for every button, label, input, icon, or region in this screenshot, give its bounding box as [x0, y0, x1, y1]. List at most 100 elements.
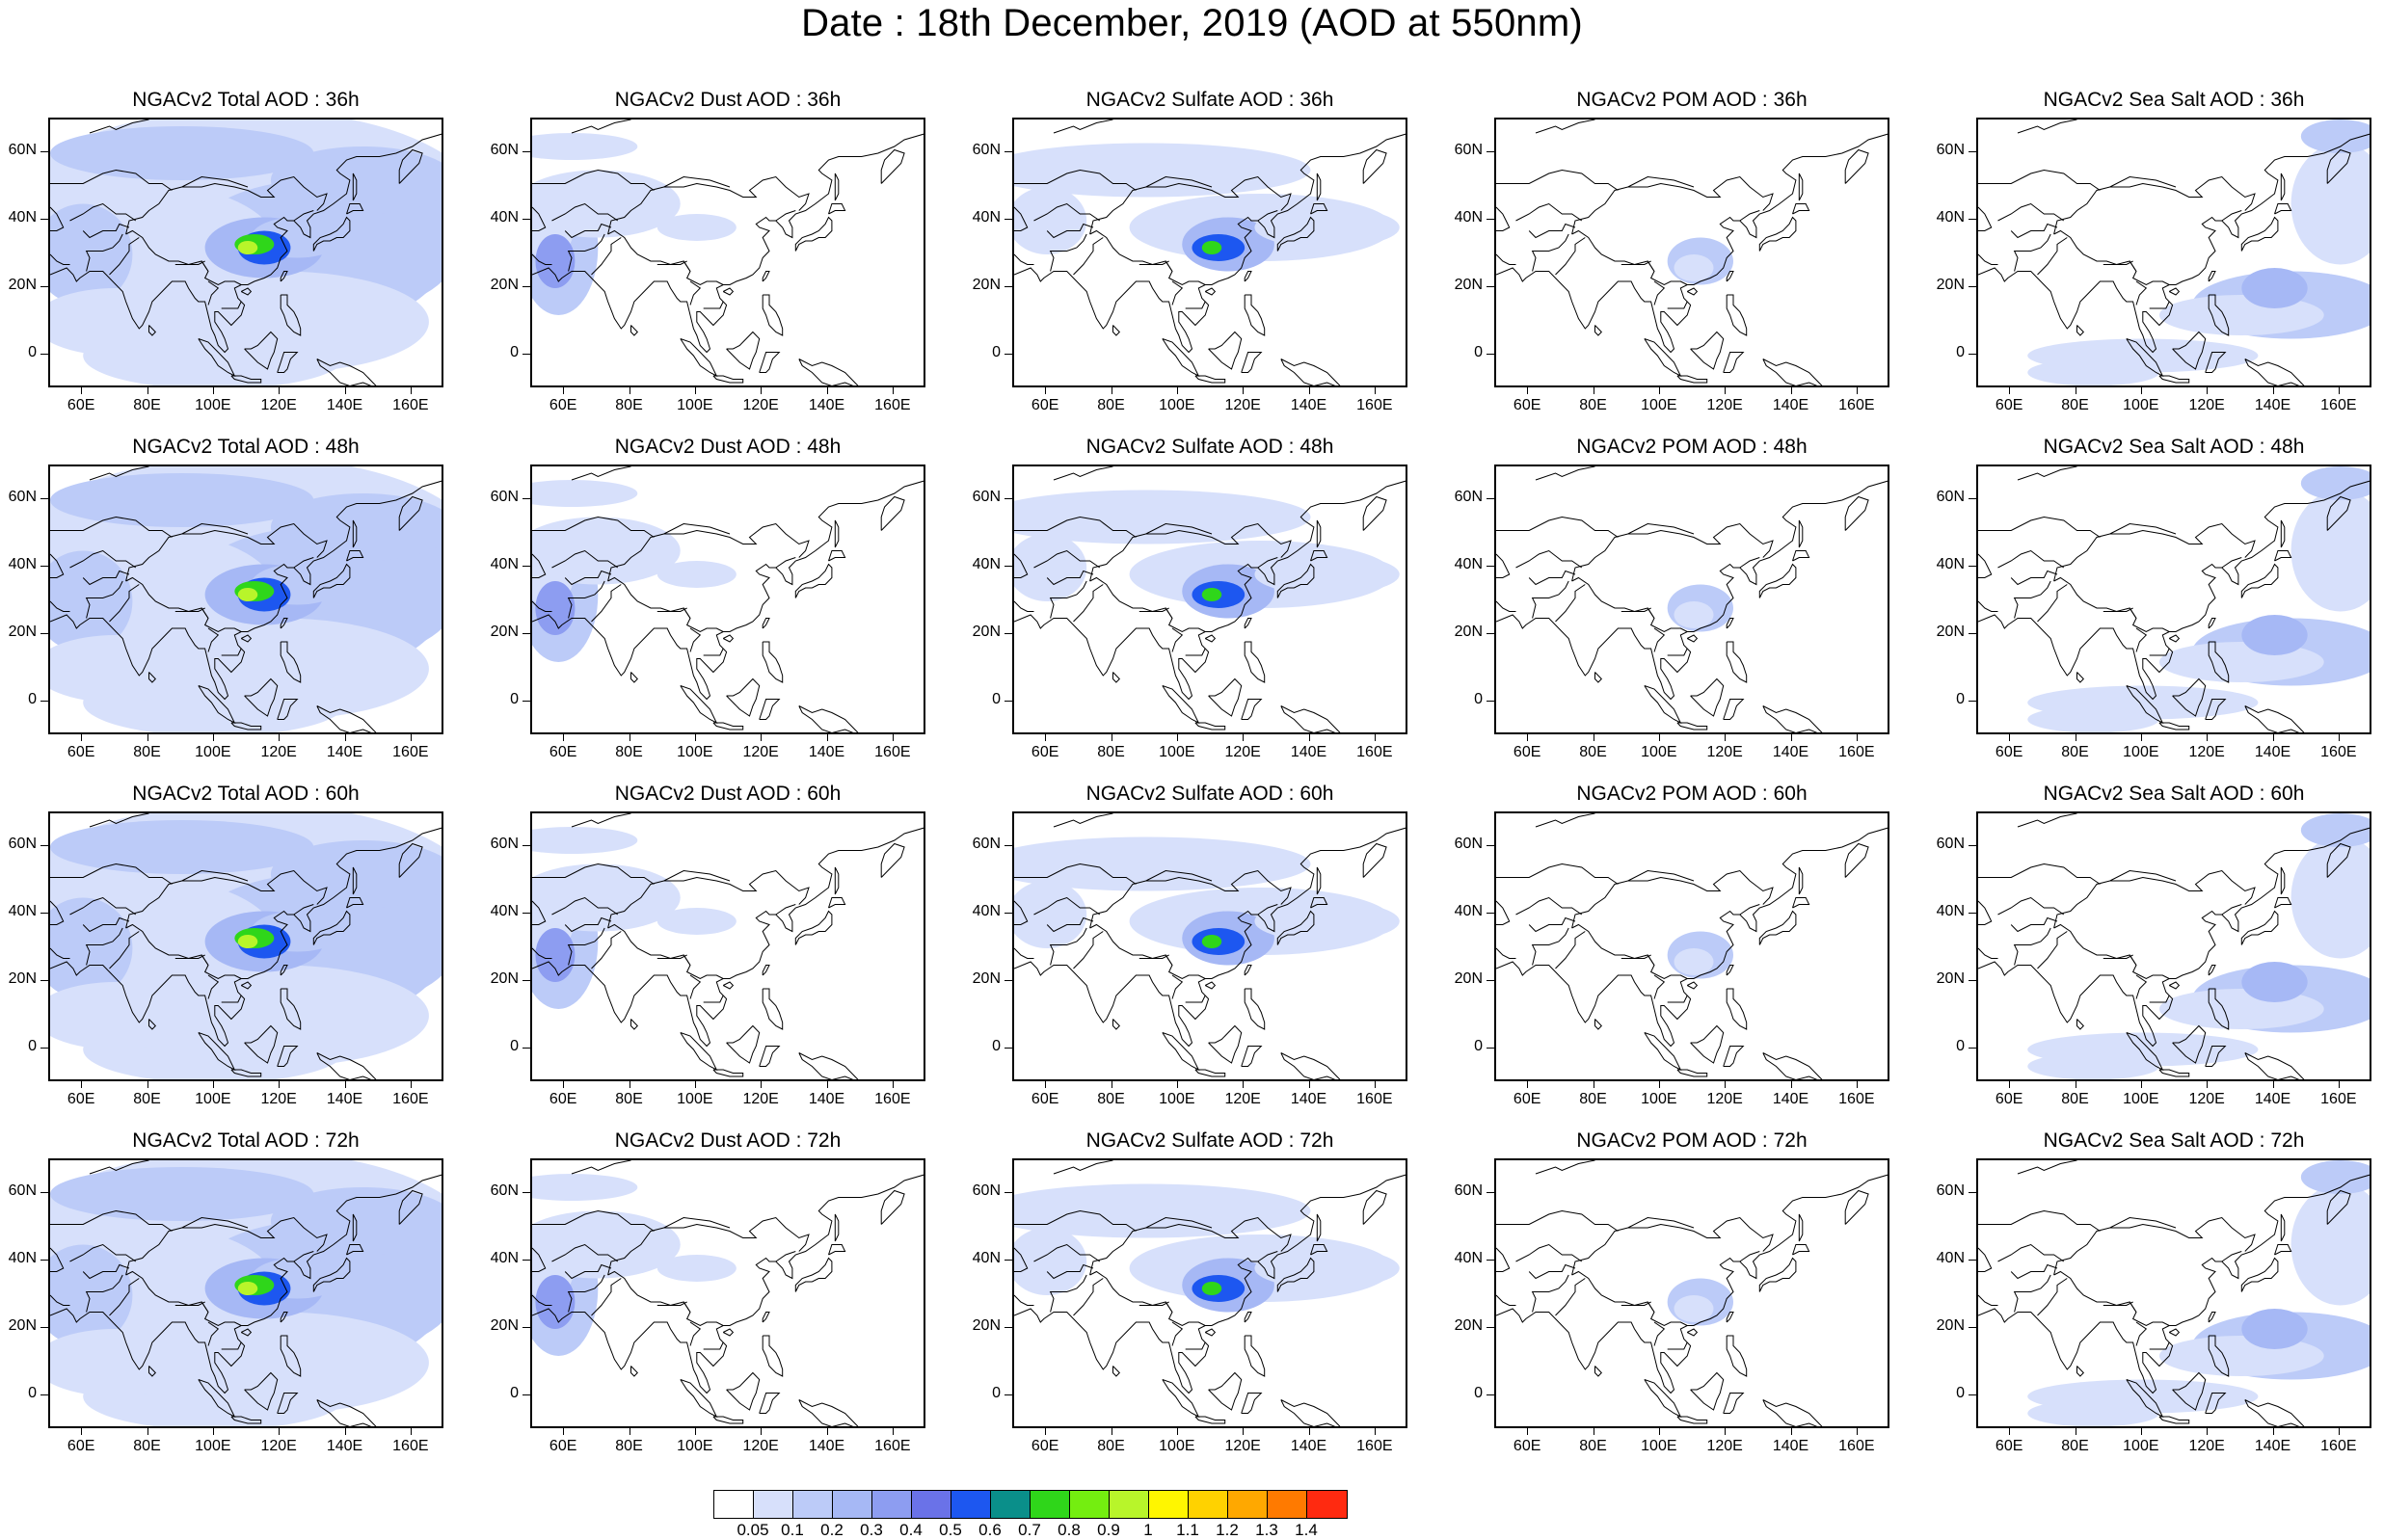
coastline	[398, 148, 423, 184]
aod-field-patch	[237, 1282, 258, 1295]
coastline	[2103, 607, 2133, 612]
lon-tick	[1725, 387, 1727, 394]
aod-field-patch	[535, 234, 576, 288]
lat-tick	[1004, 498, 1012, 499]
lat-tick	[1487, 845, 1494, 846]
coastline	[1033, 202, 1101, 222]
lon-tick-label: 60E	[1995, 1438, 2023, 1454]
map-frame	[530, 465, 925, 734]
lon-tick-label: 60E	[1995, 744, 2023, 760]
coastline	[794, 910, 833, 945]
map-panel-sulfate-60h: NGACv2 Sulfate AOD : 60h 60N 40N 20N 0 60E 80E…	[973, 783, 1407, 1120]
coastline	[109, 1278, 140, 1316]
coastline	[50, 1174, 442, 1394]
lat-tick	[522, 633, 530, 634]
coastline	[2221, 904, 2242, 916]
coastline	[2168, 287, 2181, 296]
coastline	[181, 522, 249, 535]
lat-tick	[1969, 1048, 1976, 1049]
coastline	[2037, 931, 2068, 969]
coastline	[2149, 301, 2170, 309]
coastline	[2326, 842, 2351, 878]
coastline	[82, 1263, 130, 1280]
lon-tick-label: 120E	[1224, 1438, 1261, 1454]
lat-tick	[1004, 219, 1012, 220]
coastline	[712, 1416, 744, 1424]
coastline	[82, 570, 130, 586]
coastline	[1165, 260, 1173, 272]
coastline	[50, 206, 65, 231]
colorbar-swatch	[1070, 1491, 1110, 1518]
aod-field-patch	[2300, 813, 2370, 847]
coastline	[591, 584, 622, 623]
coastline	[244, 1024, 279, 1064]
coastline	[1571, 869, 1774, 929]
lon-tick	[1374, 1081, 1376, 1088]
lat-tick	[1969, 701, 1976, 702]
aod-colorbar	[713, 1490, 1348, 1519]
panel-title: NGACv2 POM AOD : 60h	[1576, 783, 1808, 805]
map-panel-pom-36h: NGACv2 POM AOD : 36h 60N 40N 20N 0 60E 80E 100E…	[1455, 89, 1889, 426]
coastline	[1515, 896, 1583, 916]
aod-field-patch	[532, 863, 681, 932]
coastline	[607, 576, 724, 633]
coastline	[125, 923, 242, 980]
coastline	[125, 869, 328, 929]
coastline	[50, 947, 70, 959]
lon-tick	[892, 1428, 894, 1435]
coastline	[1726, 294, 1748, 336]
lon-tick	[629, 387, 630, 394]
coastline	[352, 173, 358, 201]
lon-tick-label: 100E	[677, 1438, 713, 1454]
coastline	[571, 119, 631, 134]
aod-map	[1978, 1160, 2370, 1426]
lat-tick	[1969, 633, 1976, 634]
lat-tick	[40, 1192, 48, 1193]
coastline	[663, 175, 731, 188]
coastline	[1726, 641, 1748, 683]
coastline	[2017, 119, 2077, 134]
coastline	[277, 352, 299, 373]
coastline	[50, 827, 442, 1048]
lat-tick	[1487, 1327, 1494, 1328]
coastline	[1014, 253, 1034, 265]
lat-tick-label: 40N	[8, 209, 37, 226]
lon-tick-label: 80E	[1097, 1438, 1125, 1454]
colorbar-label: 1.2	[1216, 1521, 1239, 1539]
lon-tick-label: 100E	[1641, 1091, 1677, 1107]
aod-field-patch	[656, 561, 737, 588]
coastline	[293, 557, 314, 569]
coastline	[1978, 516, 2101, 538]
coastline	[1496, 553, 1511, 578]
lon-tick	[826, 387, 828, 394]
coastline	[277, 1393, 299, 1414]
aod-field-patch	[2241, 1309, 2308, 1349]
aod-field-patch	[50, 982, 199, 1049]
coastline	[2208, 988, 2230, 1030]
lon-tick	[212, 1081, 214, 1088]
aod-field-patch	[535, 1275, 576, 1329]
coastline	[2168, 1328, 2181, 1337]
coastline	[1978, 1294, 1998, 1306]
lon-tick-label: 80E	[2061, 744, 2089, 760]
lat-tick-label: 40N	[490, 1250, 519, 1266]
coastline	[2109, 175, 2177, 188]
coastline	[532, 206, 547, 231]
coastline	[1276, 1257, 1315, 1292]
lon-tick-label: 160E	[392, 1091, 429, 1107]
coastline	[2076, 1019, 2084, 1030]
colorbar-swatch	[912, 1491, 951, 1518]
coastline	[2017, 466, 2077, 481]
aod-field-patch	[1201, 241, 1222, 254]
lon-tick	[2338, 1428, 2340, 1435]
lat-tick-label: 20N	[490, 277, 519, 293]
lat-tick-label: 60N	[1936, 1182, 1965, 1199]
coastline	[2129, 607, 2137, 619]
coastline	[1653, 627, 1666, 652]
coastline	[2280, 866, 2286, 895]
colorbar-swatch	[793, 1491, 833, 1518]
coastline	[240, 1328, 253, 1337]
coastline	[726, 1371, 761, 1411]
lat-tick	[40, 913, 48, 914]
lon-tick	[2207, 1081, 2209, 1088]
